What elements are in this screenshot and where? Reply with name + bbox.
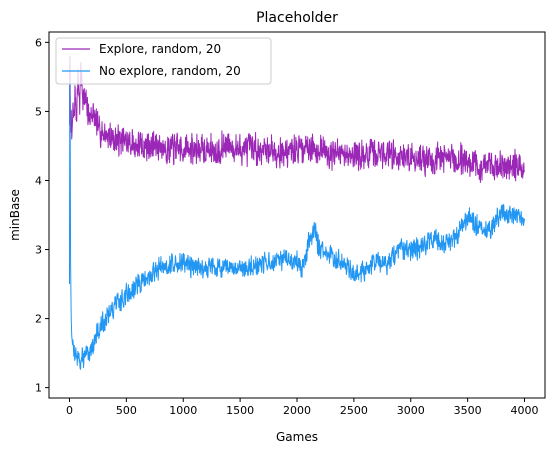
- legend: Explore, random, 20 No explore, random, …: [55, 37, 272, 85]
- x-tick-label: 1500: [226, 404, 254, 417]
- x-tick-label: 3500: [454, 404, 482, 417]
- series-layer: [68, 55, 526, 370]
- x-tick-label: 500: [116, 404, 137, 417]
- x-axis: 0 500 1000 1500 2000 2500 3000 3500 4000: [66, 398, 539, 417]
- legend-label-no-explore: No explore, random, 20: [99, 64, 241, 78]
- y-tick-label: 2: [35, 313, 42, 326]
- y-tick-label: 1: [35, 382, 42, 395]
- y-axis: 1 2 3 4 5 6: [35, 36, 49, 395]
- x-tick-label: 1000: [169, 404, 197, 417]
- y-tick-label: 5: [35, 105, 42, 118]
- x-tick-label: 0: [66, 404, 73, 417]
- y-tick-label: 6: [35, 36, 42, 49]
- chart-title: Placeholder: [256, 10, 338, 26]
- x-tick-label: 4000: [511, 404, 539, 417]
- y-tick-label: 4: [35, 174, 42, 187]
- x-tick-label: 2500: [340, 404, 368, 417]
- y-axis-label: minBase: [8, 189, 22, 241]
- x-axis-label: Games: [276, 430, 318, 444]
- series-line-no-explore: [68, 80, 526, 370]
- legend-label-explore: Explore, random, 20: [99, 42, 221, 56]
- y-tick-label: 3: [35, 244, 42, 257]
- series-line-explore: [68, 55, 525, 184]
- x-tick-label: 2000: [283, 404, 311, 417]
- x-tick-label: 3000: [397, 404, 425, 417]
- legend-box: [55, 37, 272, 85]
